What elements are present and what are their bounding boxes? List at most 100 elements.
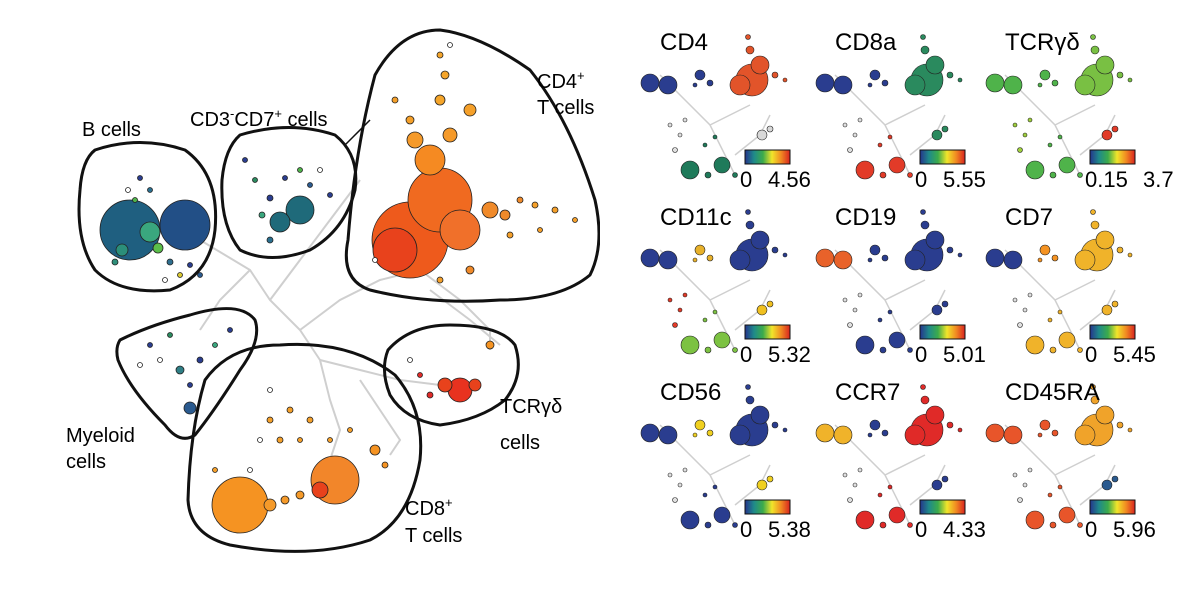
mini-node-cd4 xyxy=(1090,395,1100,405)
mini-node-b-cells xyxy=(658,75,678,95)
marker-title-cd45ra: CD45RA xyxy=(1005,379,1100,406)
mini-node-cd4 xyxy=(1090,209,1096,215)
mini-node-cd8 xyxy=(907,347,913,353)
colorbar xyxy=(1089,324,1136,340)
mini-node-b-cells xyxy=(985,248,1005,268)
mini-node-cd4 xyxy=(1095,405,1115,425)
mini-node-cd4 xyxy=(1127,427,1133,433)
mini-node-cd8 xyxy=(704,521,712,529)
mini-node-cd4 xyxy=(946,246,954,254)
mini-node-myeloid xyxy=(852,307,858,313)
mini-node-cd8 xyxy=(1025,160,1045,180)
mini-node-cd8 xyxy=(888,331,906,349)
colorbar xyxy=(744,324,791,340)
mini-node-cd4 xyxy=(729,74,751,96)
colorbar-min-label: 0 xyxy=(1085,342,1097,367)
marker-title-cd8a: CD8a xyxy=(835,29,897,56)
mini-node-b-cells xyxy=(985,423,1005,443)
outline-b-cells xyxy=(77,141,218,293)
colorbar xyxy=(1089,499,1136,515)
mini-node-cd4 xyxy=(782,427,788,433)
label-tcrgd-line2: cells xyxy=(500,432,540,454)
mini-node-cd8 xyxy=(704,171,712,179)
colorbar xyxy=(919,324,966,340)
mini-node-tcrgd xyxy=(756,304,768,316)
marker-panel: CCR7 0 4.33 xyxy=(815,379,986,542)
mini-node-cd4 xyxy=(729,249,751,271)
colorbar-max-label: 4.56 xyxy=(768,167,811,192)
mini-node-tcrgd xyxy=(931,479,943,491)
mini-node-cd8 xyxy=(1047,142,1053,148)
mini-node-cd8 xyxy=(1077,522,1083,528)
mini-node-tcrgd xyxy=(1111,475,1119,483)
mini-node-myeloid xyxy=(672,322,678,328)
mini-node-cd4 xyxy=(745,220,755,230)
mini-node-b-cells xyxy=(640,73,660,93)
mini-node-cd8 xyxy=(855,160,875,180)
label-cd4-line1: CD4+ xyxy=(537,68,585,93)
marker-panel: CD11c 0 5.32 xyxy=(640,204,811,367)
mini-node-cd3cd7 xyxy=(692,257,698,263)
mini-node-cd3cd7 xyxy=(869,244,881,256)
label-cd8-line2: T cells xyxy=(405,525,462,547)
mini-node-cd8 xyxy=(887,309,893,315)
mini-node-cd3cd7 xyxy=(694,244,706,256)
mini-node-myeloid xyxy=(1027,292,1033,298)
mini-node-b-cells xyxy=(815,73,835,93)
mini-node-cd4 xyxy=(920,384,926,390)
mini-node-cd8 xyxy=(1025,510,1045,530)
mini-node-cd3cd7 xyxy=(694,419,706,431)
mini-node-tcrgd xyxy=(766,125,774,133)
mini-node-cd8 xyxy=(1049,346,1057,354)
colorbar xyxy=(744,149,791,165)
marker-panel: CD56 0 5.38 xyxy=(640,379,811,542)
tcrgd-nodes xyxy=(407,340,495,403)
mini-node-b-cells xyxy=(658,425,678,445)
mini-node-cd8 xyxy=(887,134,893,140)
colorbar-max-label: 5.38 xyxy=(768,517,811,542)
mini-node-myeloid xyxy=(1022,482,1028,488)
mini-node-cd8 xyxy=(877,142,883,148)
cd3cd7-leader-line xyxy=(344,119,371,146)
label-tcrgd-line1: TCRγδ xyxy=(500,396,562,418)
outline-cd3cd7-cells xyxy=(220,126,358,259)
mini-node-cd8 xyxy=(1057,134,1063,140)
mini-node-cd8 xyxy=(712,484,718,490)
marker-title-cd4: CD4 xyxy=(660,29,708,56)
mini-node-cd4 xyxy=(745,384,751,390)
mini-node-cd8 xyxy=(888,156,906,174)
colorbar-min-label: 0 xyxy=(915,342,927,367)
mini-node-cd8 xyxy=(732,172,738,178)
mini-node-cd3cd7 xyxy=(881,254,889,262)
mini-node-tcrgd xyxy=(756,129,768,141)
marker-panel: TCRγδ 0.15 3.7 xyxy=(985,29,1174,192)
mini-node-cd4 xyxy=(1127,252,1133,258)
mini-node-myeloid xyxy=(672,497,678,503)
mini-node-myeloid xyxy=(677,482,683,488)
mini-node-cd8 xyxy=(1058,506,1076,524)
mini-node-cd4 xyxy=(957,77,963,83)
mini-node-tcrgd xyxy=(1111,300,1119,308)
label-cd4-line2: T cells xyxy=(537,97,594,119)
mini-node-b-cells xyxy=(815,248,835,268)
mini-node-tcrgd xyxy=(931,304,943,316)
colorbar-max-label: 5.96 xyxy=(1113,517,1156,542)
mini-node-cd3cd7 xyxy=(1037,257,1043,263)
main-tree-edges xyxy=(199,179,501,461)
mini-node-cd8 xyxy=(713,506,731,524)
mini-node-b-cells xyxy=(833,425,853,445)
mini-node-cd8 xyxy=(879,521,887,529)
mini-node-cd4 xyxy=(1127,77,1133,83)
mini-node-tcrgd xyxy=(1111,125,1119,133)
mini-node-cd3cd7 xyxy=(706,79,714,87)
colorbar xyxy=(919,499,966,515)
colorbar-min-label: 0 xyxy=(915,167,927,192)
mini-node-cd4 xyxy=(745,45,755,55)
marker-title-cd7: CD7 xyxy=(1005,204,1053,231)
mini-node-cd4 xyxy=(920,45,930,55)
marker-title-cd56: CD56 xyxy=(660,379,721,406)
mini-node-myeloid xyxy=(682,467,688,473)
mini-node-myeloid xyxy=(682,117,688,123)
colorbar-min-label: 0.15 xyxy=(1085,167,1128,192)
mini-node-cd8 xyxy=(855,335,875,355)
